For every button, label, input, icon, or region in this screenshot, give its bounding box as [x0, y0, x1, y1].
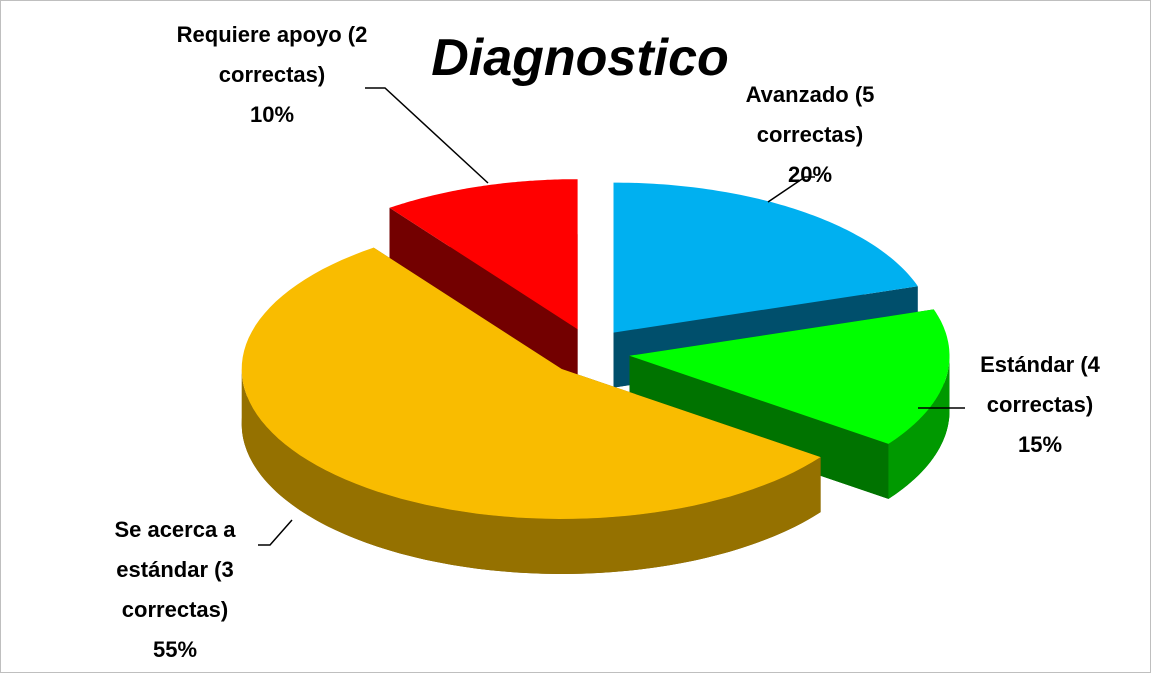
slice — [613, 182, 918, 333]
slice-rim — [888, 355, 950, 499]
category-label: Estándar (4 correctas) — [980, 352, 1100, 417]
value-label: 10% — [249, 102, 295, 127]
slice — [241, 247, 821, 519]
value-label: 15% — [1017, 432, 1063, 457]
slice-wall — [389, 207, 578, 385]
slice-rim — [241, 369, 821, 574]
value-label: 20% — [787, 162, 833, 187]
slice — [629, 309, 950, 444]
leader-lines — [258, 87, 965, 546]
leader-line — [258, 519, 293, 546]
category-label: Requiere apoyo (2 correctas) — [176, 22, 368, 87]
data-label: Estándar (4 correctas) 15% — [940, 345, 1140, 465]
category-label: Se acerca a estándar (3 correctas) — [114, 517, 236, 622]
leader-line — [767, 176, 815, 203]
data-label: Avanzado (5 correctas) 20% — [710, 75, 910, 195]
pie — [241, 179, 950, 574]
leader-line — [365, 87, 489, 184]
data-label: Se acerca a estándar (3 correctas) 55% — [75, 510, 275, 670]
slice-wall — [629, 355, 889, 499]
data-label: Requiere apoyo (2 correctas) 10% — [152, 15, 392, 135]
value-label: 55% — [152, 637, 198, 662]
category-label: Avanzado (5 correctas) — [745, 82, 875, 147]
chart-title: Diagnostico — [431, 29, 729, 87]
slice — [389, 179, 578, 330]
